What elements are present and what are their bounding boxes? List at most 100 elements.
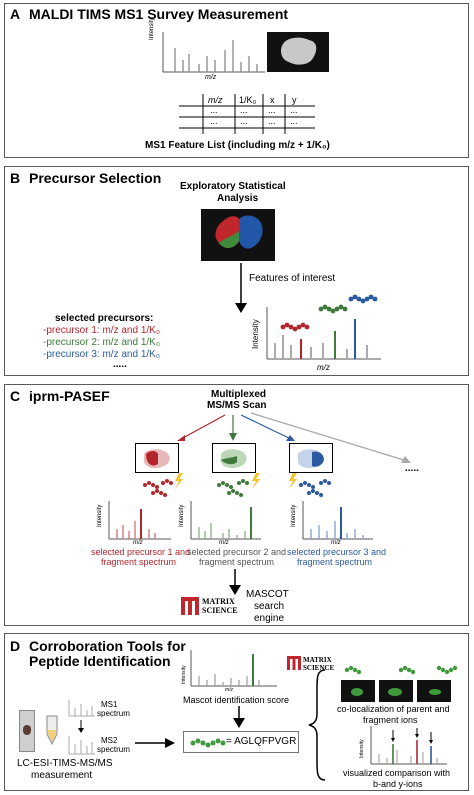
table-header-k0: 1/K₀ xyxy=(239,95,257,105)
table-header-y: y xyxy=(292,95,297,105)
search-arrow xyxy=(229,569,241,595)
features-arrow xyxy=(235,263,247,313)
matrix-logo-text-1: MATRIX xyxy=(303,656,332,664)
by-ion-chart xyxy=(370,726,447,765)
coloc-label-line2: fragment ions xyxy=(363,715,418,725)
ms2-label-line2: spectrum xyxy=(97,745,130,754)
mascot-engine-line2: search xyxy=(254,601,285,612)
score-x-axis: m/z xyxy=(225,687,234,693)
scan-ellipsis: ..... xyxy=(405,463,419,474)
panel-a-title: MALDI TIMS MS1 Survey Measurement xyxy=(29,6,289,22)
table-header-x: x xyxy=(270,95,275,105)
panel-b-letter: B xyxy=(10,170,21,186)
frag3-x-axis: m/z xyxy=(331,540,341,546)
caption-3-line1: selected precursor 3 and xyxy=(287,547,387,557)
table-cell: ... xyxy=(268,105,276,115)
scan-label-line1: Multiplexed xyxy=(211,389,267,400)
tissue-box-2 xyxy=(212,443,256,473)
analysis-label-line1: Exploratory Statistical xyxy=(180,181,286,192)
caption-2-line1: selected precursor 2 and xyxy=(187,547,287,557)
analysis-label-line2: Analysis xyxy=(217,193,259,204)
table-cell: ... xyxy=(240,116,248,126)
matrix-science-logo-icon xyxy=(181,597,199,615)
feature-list-caption: MS1 Feature List (including m/z + 1/K₀) xyxy=(145,140,330,151)
panel-d: D Corroboration Tools for Peptide Identi… xyxy=(4,633,469,791)
caption-2-line2: fragment spectrum xyxy=(199,557,275,567)
to-identification-arrow xyxy=(135,738,175,748)
panel-d-title-line1: Corroboration Tools for xyxy=(29,638,186,654)
panel-d-title-line2: Peptide Identification xyxy=(29,653,171,669)
features-label: Features of interest xyxy=(249,273,336,284)
precursor-x-axis-label: m/z xyxy=(317,363,330,372)
precursor-2-item: -precursor 2: m/z and 1/K₀ xyxy=(43,337,160,348)
frag1-x-axis: m/z xyxy=(133,540,143,546)
tissue-image xyxy=(267,32,329,72)
by-ion-y-axis: Intensity xyxy=(359,739,365,758)
matrix-logo-text-2: SCIENCE xyxy=(202,606,238,615)
matrix-science-logo-icon xyxy=(287,656,301,670)
coloc-image-2 xyxy=(379,680,413,702)
visual-label-line1: visualized comparison with xyxy=(343,768,451,778)
precursor-3-item: -precursor 3: m/z and 1/K₀ xyxy=(43,349,160,360)
ms1-y-axis-label: Intensity xyxy=(149,17,155,40)
sample-tube-icon xyxy=(46,715,58,746)
fragment-spectrum-2 xyxy=(190,501,261,540)
table-header-mz: m/z xyxy=(208,95,223,105)
coloc-image-3 xyxy=(417,680,451,702)
mascot-score-chart xyxy=(190,650,277,687)
score-down-arrow xyxy=(233,706,245,728)
peptide-sequence: = AGLQFPVGR xyxy=(226,736,297,747)
coloc-image-1 xyxy=(341,680,375,702)
feature-table-lines xyxy=(179,94,315,134)
precursor-1-item: -precursor 1: m/z and 1/K₀ xyxy=(43,325,160,336)
matrix-logo-text-2: SCIENCE xyxy=(303,664,335,672)
precursors-ellipsis: ..... xyxy=(113,359,127,370)
ms1-ms2-spectra xyxy=(68,700,95,755)
panel-a: A MALDI TIMS MS1 Survey Measurement Inte… xyxy=(4,3,469,158)
tissue-box-3 xyxy=(289,443,333,473)
ms1-label-line1: MS1 xyxy=(101,700,118,709)
selected-precursors-title: selected precursors: xyxy=(55,313,154,324)
ms1-label-line2: spectrum xyxy=(97,709,130,718)
mascot-score-label: Mascot identification score xyxy=(183,695,290,705)
ms1-x-axis-label: m/z xyxy=(205,74,217,81)
panel-c: C iprm-PASEF Multiplexed MS/MS Scan ....… xyxy=(4,384,469,626)
table-cell: ... xyxy=(210,116,218,126)
table-cell: ... xyxy=(240,105,248,115)
peptide-result-box: = AGLQFPVGR xyxy=(183,731,299,753)
score-y-axis: Intensity xyxy=(181,665,187,684)
fragment-spectrum-3 xyxy=(302,501,373,540)
tissue-slide-image xyxy=(19,710,35,752)
table-cell: ... xyxy=(210,105,218,115)
frag1-y-axis: Intensity xyxy=(97,504,103,527)
tissue-box-1 xyxy=(135,443,179,473)
scan-arrows xyxy=(177,412,411,463)
measurement-line1: LC-ESI-TIMS-MS/MS xyxy=(17,758,113,769)
panel-d-letter: D xyxy=(10,638,21,654)
fragmentation-icons xyxy=(143,473,331,497)
matrix-logo-text-1: MATRIX xyxy=(202,597,235,606)
table-cell: ... xyxy=(268,116,276,126)
panel-b-title: Precursor Selection xyxy=(29,170,162,186)
brace xyxy=(308,669,326,781)
table-cell: ... xyxy=(290,105,298,115)
measurement-line2: measurement xyxy=(31,770,93,781)
ms2-label-line1: MS2 xyxy=(101,736,118,745)
segmented-tissue-image xyxy=(201,209,275,261)
ms1-spectrum-chart xyxy=(162,32,265,73)
precursor-y-axis-label: Intensity xyxy=(251,319,260,349)
visual-label-line2: b-and y-ions xyxy=(373,779,423,789)
panel-c-title: iprm-PASEF xyxy=(29,388,110,404)
panel-c-letter: C xyxy=(10,388,21,404)
panel-b: B Precursor Selection Exploratory Statis… xyxy=(4,166,469,376)
coloc-label-line1: co-localization of parent and xyxy=(337,704,450,714)
table-cell: ... xyxy=(290,116,298,126)
mascot-engine-line3: engine xyxy=(254,613,285,624)
coloc-peptides xyxy=(344,665,458,675)
frag3-y-axis: Intensity xyxy=(291,504,297,527)
mascot-engine-line1: MASCOT xyxy=(246,589,289,600)
caption-1-line1: selected precursor 1 and xyxy=(91,547,191,557)
frag2-x-axis: m/z xyxy=(219,540,229,546)
caption-3-line2: fragment spectrum xyxy=(297,557,373,567)
precursor-spectrum-chart xyxy=(266,294,381,360)
